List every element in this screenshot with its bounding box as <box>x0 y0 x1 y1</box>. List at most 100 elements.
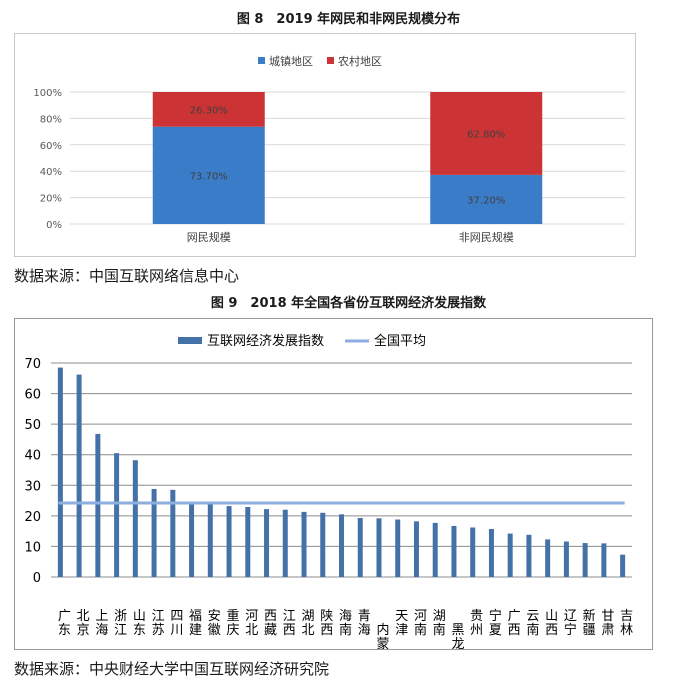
bar <box>226 506 232 577</box>
bar-segment <box>152 126 265 224</box>
figure8-source: 数据来源：中国互联网络信息中心 <box>14 267 240 285</box>
x-category-label: 广东 <box>58 609 71 638</box>
x-category-label: 吉林 <box>620 609 633 638</box>
figure9-source: 数据来源：中央财经大学中国互联网经济研究院 <box>14 660 330 678</box>
bar <box>507 533 513 577</box>
bar-segment <box>430 174 543 224</box>
x-category-label: 网民规模 <box>187 230 231 244</box>
chart2-svg: 0 10 20 30 40 50 60 70 广东北京上海浙江山东江苏四川福建安徽重庆河北西藏江… <box>24 333 633 666</box>
bar <box>76 374 82 577</box>
y-tick-label: 0% <box>46 220 62 231</box>
y-tick-label: 70 <box>24 357 41 372</box>
bar <box>339 514 344 577</box>
x-category-label: 甘肃 <box>601 609 614 638</box>
bar <box>395 519 401 577</box>
y-tick-label: 40% <box>40 167 62 178</box>
y-tick-label: 0 <box>33 571 41 586</box>
bar <box>151 488 157 577</box>
x-category-label: 青海 <box>358 609 371 638</box>
x-category-label: 黑龙江 <box>451 623 464 649</box>
bar <box>207 504 213 577</box>
data-label: 62.80% <box>467 129 505 140</box>
y-tick-label: 10 <box>24 540 41 555</box>
y-tick-label: 60 <box>24 388 41 403</box>
legend-label: 互联网经济发展指数 <box>207 333 324 349</box>
bar-segment <box>430 92 543 175</box>
bar <box>601 543 607 577</box>
x-category-label: 湖北 <box>302 609 315 638</box>
bar <box>582 543 588 577</box>
x-category-label: 重庆 <box>227 608 240 638</box>
bar <box>170 489 176 577</box>
y-tick-label: 50 <box>24 418 41 433</box>
bar <box>114 453 120 577</box>
x-category-label: 河南 <box>414 609 427 638</box>
x-category-label: 广西 <box>508 609 521 638</box>
bar <box>545 539 551 577</box>
x-category-label: 江西 <box>283 609 296 638</box>
y-tick-label: 30 <box>24 479 41 494</box>
figure9-title: 图 9 2018 年全国各省份互联网经济发展指数 <box>210 296 487 311</box>
bar <box>301 511 307 577</box>
x-category-label: 福建 <box>189 609 202 638</box>
bar <box>451 525 457 577</box>
legend-swatch <box>327 57 334 64</box>
y-tick-label: 20 <box>24 510 41 525</box>
bar <box>432 522 438 577</box>
legend-swatch <box>258 57 265 64</box>
x-category-label: 江苏 <box>152 609 165 638</box>
x-category-label: 天津 <box>395 609 408 638</box>
bar <box>282 509 288 577</box>
chart1-svg: 0% 20% 40% 60% 80% 100% 73.70% 26.30% 网民规模 37.20%… <box>33 54 625 244</box>
legend-label: 农村地区 <box>338 54 382 68</box>
x-category-label: 云南 <box>526 609 539 638</box>
x-category-label: 四川 <box>170 609 183 638</box>
x-category-label: 贵州 <box>470 609 483 638</box>
x-category-label: 河北 <box>245 609 258 638</box>
bar <box>189 503 195 577</box>
bar <box>563 541 569 577</box>
bar <box>526 534 532 577</box>
y-tick-label: 40 <box>24 449 41 464</box>
data-label: 37.20% <box>467 195 505 206</box>
legend-label: 城镇地区 <box>269 54 313 68</box>
x-category-label: 海南 <box>339 609 352 638</box>
bar <box>95 433 101 577</box>
y-tick-label: 80% <box>40 114 62 125</box>
bar <box>57 367 63 577</box>
bar <box>376 518 382 577</box>
bar <box>413 521 419 577</box>
legend-swatch <box>178 337 202 344</box>
x-category-label: 安徽 <box>208 609 221 638</box>
x-category-label: 西藏 <box>264 609 277 638</box>
bar <box>620 554 626 577</box>
x-category-label: 湖南 <box>433 609 446 638</box>
internet-economy-index-chart: 0 10 20 30 40 50 60 70 广东 北京 上海 浙江 山东 江苏 四川 福建 安徽 重庆 河北 西藏江… <box>14 318 653 666</box>
y-tick-label: 100% <box>33 88 62 99</box>
y-tick-label: 60% <box>40 141 62 152</box>
legend-label: 全国平均 <box>374 333 426 349</box>
x-category-label: 内蒙古 <box>376 622 389 649</box>
x-category-label: 北京 <box>77 609 90 638</box>
bar <box>264 509 270 577</box>
bar <box>357 517 363 577</box>
x-category-label: 上海 <box>95 609 108 638</box>
bar <box>132 460 138 577</box>
x-category-label: 陕西 <box>320 609 333 638</box>
x-category-label: 山西 <box>545 609 558 638</box>
x-category-label: 浙江 <box>114 609 127 638</box>
y-tick-label: 20% <box>40 194 62 205</box>
x-category-label: 辽宁 <box>564 609 577 638</box>
bar <box>488 529 494 577</box>
bar <box>470 527 476 577</box>
data-label: 73.70% <box>190 171 228 182</box>
x-category-label: 宁夏 <box>489 608 502 638</box>
x-category-label: 非网民规模 <box>459 230 514 244</box>
bar <box>320 512 326 577</box>
figure8-title: 图 8 2019 年网民和非网民规模分布 <box>236 12 461 27</box>
x-category-label: 新疆 <box>583 608 596 638</box>
population-distribution-chart: 0% 20% 40% 60% 80% 100% 73.70% 26.30% 网民规模 37.20%… <box>14 33 636 257</box>
bar-segment <box>152 92 265 127</box>
bar <box>245 506 251 577</box>
x-category-label: 山东 <box>133 609 146 638</box>
